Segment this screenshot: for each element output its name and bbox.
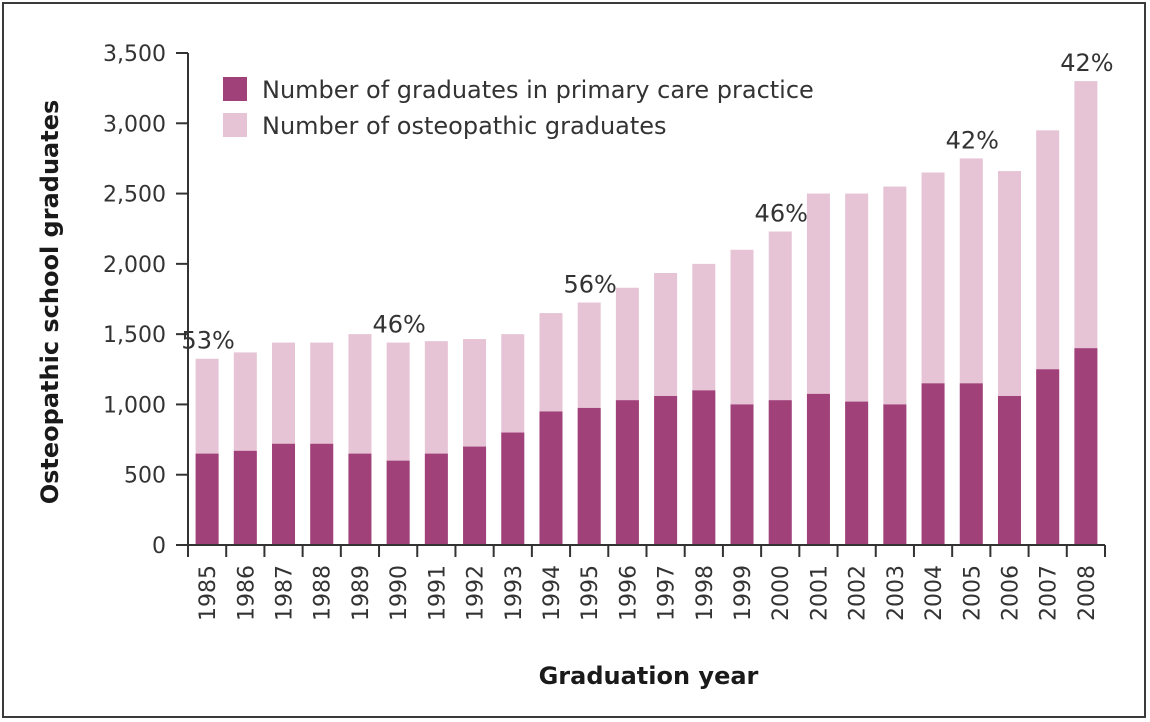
legend-label-primary-care: Number of graduates in primary care prac…: [262, 76, 814, 104]
x-tick-label-2002: 2002: [846, 565, 871, 621]
x-tick-label-1996: 1996: [616, 565, 641, 621]
x-tick-label-1991: 1991: [425, 565, 450, 621]
y-axis-title: Osteopathic school graduates: [36, 100, 64, 505]
bar-primary-care-1997: [654, 395, 678, 545]
x-tick-label-1988: 1988: [311, 565, 336, 621]
x-tick-label-1989: 1989: [349, 565, 374, 621]
legend: Number of graduates in primary care prac…: [223, 76, 814, 140]
bar-primary-care-1993: [501, 432, 525, 545]
bar-primary-care-1986: [233, 450, 257, 545]
y-tick-label-1500: 1,500: [103, 323, 166, 348]
bar-primary-care-1996: [615, 400, 639, 545]
x-tick-label-1997: 1997: [655, 565, 680, 621]
x-tick-label-2001: 2001: [807, 565, 832, 621]
bar-primary-care-1995: [577, 407, 601, 545]
bar-primary-care-2004: [921, 383, 945, 545]
percentage-annotations: 53% 46% 56% 46% 42% 42%: [181, 49, 1113, 355]
bar-primary-care-1992: [463, 446, 487, 545]
x-axis-title: Graduation year: [539, 662, 759, 690]
pct-annotation-1995: 56%: [564, 271, 617, 299]
x-tick-label-1995: 1995: [578, 565, 603, 621]
pct-annotation-1985: 53%: [181, 327, 234, 355]
x-tick-label-2000: 2000: [769, 565, 794, 621]
x-tick-label-2006: 2006: [998, 565, 1023, 621]
x-tick-label-1994: 1994: [540, 565, 565, 621]
x-tick-label-2004: 2004: [922, 565, 947, 621]
bar-primary-care-1985: [195, 453, 219, 545]
bar-primary-care-2002: [845, 401, 869, 545]
pct-annotation-1990: 46%: [372, 311, 425, 339]
bar-primary-care-2006: [997, 395, 1021, 545]
x-tick-label-1985: 1985: [196, 565, 221, 621]
legend-swatch-primary-care: [223, 77, 247, 101]
y-tick-label-2000: 2,000: [103, 253, 166, 278]
y-tick-label-3500: 3,500: [103, 42, 166, 67]
y-ticks-group: 0 500 1,000 1,500 2,000 2,500 3,000 3,500: [103, 42, 188, 559]
x-tick-label-2005: 2005: [960, 565, 985, 621]
y-tick-label-1000: 1,000: [103, 393, 166, 418]
bar-primary-care-1988: [310, 443, 334, 545]
bar-primary-care-1999: [730, 404, 754, 545]
bar-primary-care-2000: [768, 400, 792, 545]
bar-primary-care-2007: [1036, 369, 1060, 545]
x-tick-label-1990: 1990: [387, 565, 412, 621]
x-tick-label-1987: 1987: [273, 565, 298, 621]
bar-primary-care-1987: [272, 443, 296, 545]
x-tick-label-1998: 1998: [693, 565, 718, 621]
x-tick-label-1993: 1993: [502, 565, 527, 621]
x-tick-label-2008: 2008: [1075, 565, 1100, 621]
bar-primary-care-1998: [692, 390, 716, 545]
pct-annotation-2008: 42%: [1060, 49, 1113, 77]
x-tick-label-2003: 2003: [884, 565, 909, 621]
x-tick-label-1999: 1999: [731, 565, 756, 621]
bar-primary-care-1989: [348, 453, 372, 545]
bar-primary-care-2005: [959, 383, 983, 545]
pct-annotation-2005: 42%: [946, 126, 999, 154]
bar-primary-care-1990: [386, 460, 410, 545]
pct-annotation-2000: 46%: [755, 200, 808, 228]
x-tick-label-2007: 2007: [1037, 565, 1062, 621]
y-tick-label-3000: 3,000: [103, 112, 166, 137]
legend-label-osteopathic-graduates: Number of osteopathic graduates: [262, 112, 667, 140]
x-ticks-group: 1985 1986 1987 1988 1989 1990 1991 1992 1993 1994…: [187, 545, 1106, 621]
primary-care-bars-group: [195, 348, 1098, 545]
bar-primary-care-2003: [883, 404, 907, 545]
x-tick-label-1986: 1986: [234, 565, 259, 621]
x-tick-label-1992: 1992: [464, 565, 489, 621]
bar-primary-care-1991: [424, 453, 448, 545]
y-tick-label-500: 500: [124, 464, 166, 489]
y-tick-label-2500: 2,500: [103, 183, 166, 208]
legend-swatch-osteopathic-graduates: [223, 113, 247, 137]
bar-primary-care-2001: [806, 393, 830, 545]
bar-primary-care-1994: [539, 411, 563, 545]
bar-primary-care-2008: [1074, 348, 1098, 545]
y-tick-label-0: 0: [152, 534, 166, 559]
